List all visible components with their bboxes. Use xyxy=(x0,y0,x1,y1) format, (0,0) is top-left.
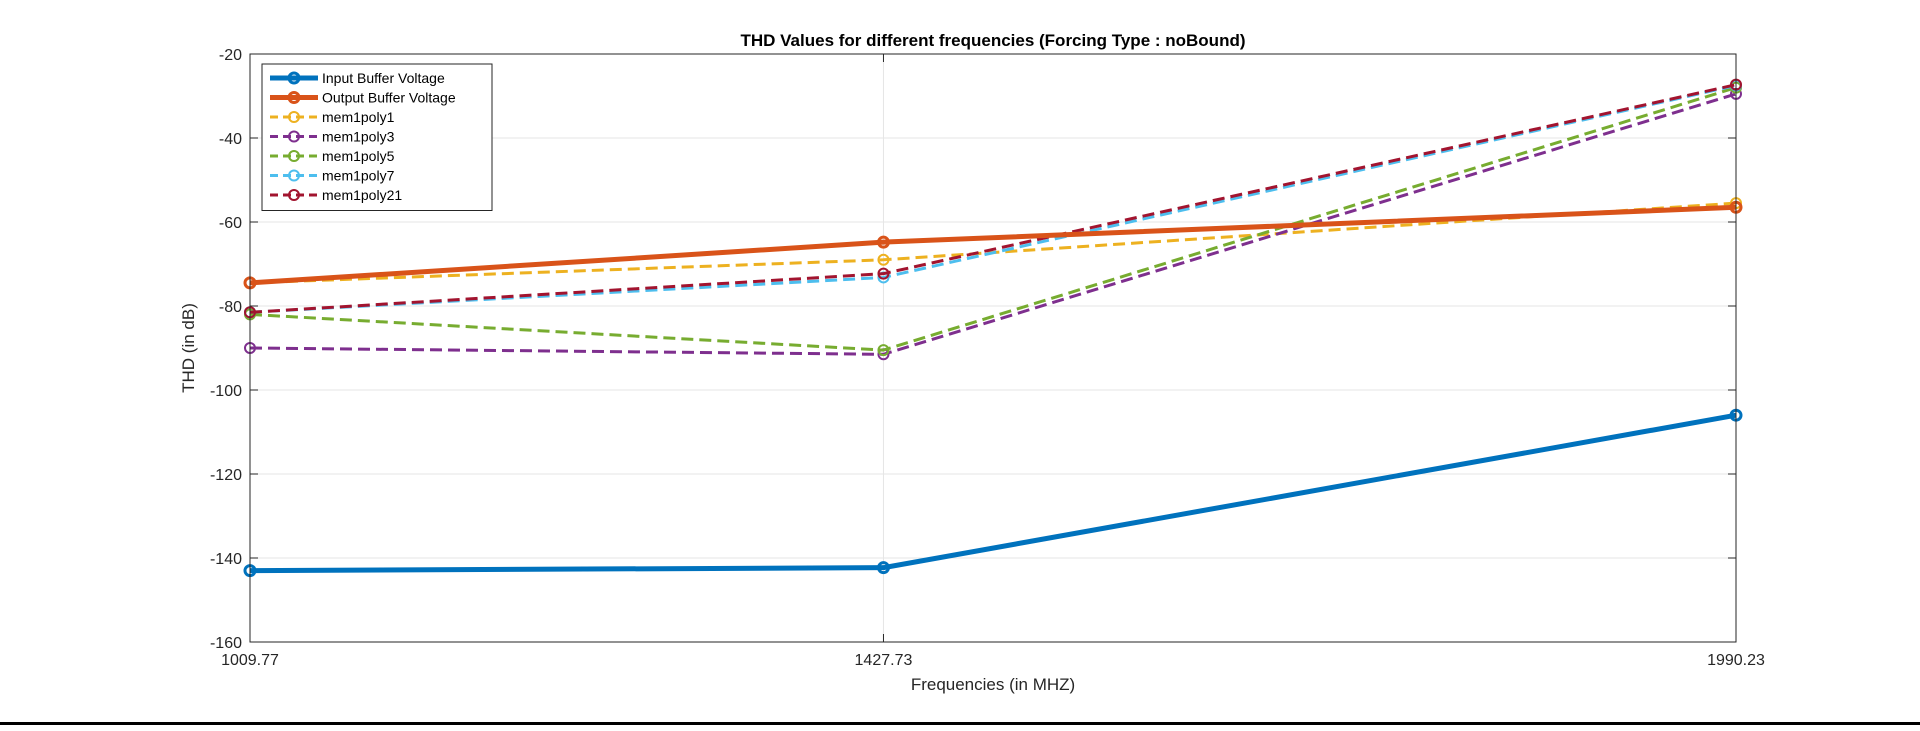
legend-item: Input Buffer Voltage xyxy=(270,70,445,86)
legend: Input Buffer Voltage Output Buffer Voltag… xyxy=(262,64,492,211)
x-tick-label: 1427.73 xyxy=(855,652,913,669)
y-tick-label: -120 xyxy=(210,467,242,484)
chart-title: THD Values for different frequencies (Fo… xyxy=(741,31,1246,50)
y-axis-label: THD (in dB) xyxy=(179,303,198,393)
y-tick-label: -160 xyxy=(210,635,242,652)
legend-label: Output Buffer Voltage xyxy=(322,90,456,106)
legend-label: mem1poly5 xyxy=(322,148,395,164)
x-tick-label: 1990.23 xyxy=(1707,652,1765,669)
legend-label: mem1poly21 xyxy=(322,187,402,203)
y-tick-label: -100 xyxy=(210,383,242,400)
legend-label: mem1poly1 xyxy=(322,109,395,125)
x-tick-label: 1009.77 xyxy=(221,652,279,669)
y-tick-label: -20 xyxy=(219,47,242,64)
y-tick-label: -40 xyxy=(219,131,242,148)
y-tick-label: -60 xyxy=(219,215,242,232)
legend-label: mem1poly3 xyxy=(322,129,395,145)
legend-label: Input Buffer Voltage xyxy=(322,70,445,86)
x-axis-label: Frequencies (in MHZ) xyxy=(911,675,1075,694)
y-tick-label: -80 xyxy=(219,299,242,316)
bottom-border xyxy=(0,722,1920,725)
legend-label: mem1poly7 xyxy=(322,168,395,184)
y-tick-label: -140 xyxy=(210,551,242,568)
